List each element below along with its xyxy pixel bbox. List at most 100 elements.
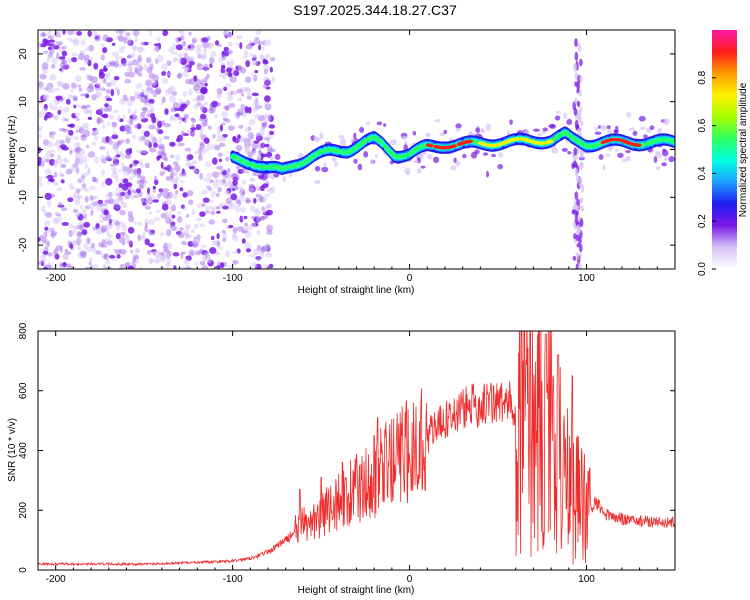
- halo-speckle: [413, 159, 419, 164]
- halo-speckle: [663, 118, 670, 126]
- noise-speckle: [65, 98, 71, 105]
- noise-speckle: [203, 137, 210, 144]
- noise-speckle: [177, 211, 181, 216]
- noise-speckle: [244, 106, 249, 114]
- noise-speckle: [267, 140, 270, 144]
- noise-speckle: [133, 168, 139, 176]
- noise-speckle: [135, 188, 142, 194]
- noise-speckle: [60, 207, 68, 212]
- noise-speckle: [139, 115, 146, 120]
- noise-speckle: [147, 197, 154, 205]
- noise-speckle: [63, 106, 70, 113]
- noise-speckle: [126, 32, 131, 37]
- noise-speckle: [108, 218, 114, 223]
- noise-speckle: [143, 130, 150, 137]
- noise-speckle: [199, 211, 206, 218]
- noise-speckle: [86, 85, 95, 93]
- noise-speckle: [39, 73, 47, 80]
- noise-speckle: [261, 55, 269, 59]
- noise-speckle: [41, 62, 49, 70]
- noise-speckle: [245, 199, 252, 204]
- ridge-peak-mark: [636, 143, 642, 147]
- noise-speckle: [54, 211, 59, 215]
- noise-speckle: [215, 251, 221, 256]
- noise-speckle: [184, 258, 190, 266]
- noise-speckle: [105, 178, 113, 186]
- noise-speckle: [209, 103, 213, 110]
- noise-speckle: [58, 128, 66, 132]
- noise-speckle: [59, 262, 64, 268]
- noise-speckle: [166, 60, 172, 66]
- noise-speckle: [243, 215, 248, 220]
- noise-speckle: [222, 218, 228, 224]
- ridge-peak-mark: [548, 139, 554, 144]
- noise-speckle: [196, 235, 203, 240]
- spectrogram-x-tick-label-3: 100: [578, 273, 595, 284]
- noise-speckle: [89, 57, 94, 61]
- noise-speckle: [134, 248, 141, 254]
- snr-x-tick-label-3: 100: [578, 574, 595, 585]
- noise-speckle: [209, 247, 217, 254]
- noise-speckle: [225, 156, 230, 162]
- noise-speckle: [145, 79, 153, 87]
- noise-speckle: [57, 155, 62, 160]
- noise-speckle: [223, 86, 228, 91]
- noise-speckle: [62, 63, 70, 70]
- ridge-peak-mark: [515, 137, 520, 141]
- noise-speckle: [216, 88, 223, 95]
- noise-speckle: [38, 84, 45, 91]
- noise-speckle: [173, 183, 178, 190]
- noise-speckle: [237, 97, 242, 102]
- noise-speckle: [130, 249, 134, 254]
- noise-speckle: [163, 135, 170, 140]
- noise-speckle: [206, 172, 212, 178]
- spectrogram-y-tick-label-2: 0: [18, 146, 29, 152]
- noise-speckle: [45, 212, 53, 218]
- noise-speckle: [137, 47, 145, 52]
- snr-y-label: SNR (10 * v/v): [7, 418, 18, 482]
- noise-speckle: [61, 45, 67, 50]
- noise-speckle: [169, 95, 177, 103]
- halo-speckle: [625, 155, 632, 161]
- noise-speckle: [194, 169, 198, 175]
- noise-speckle: [225, 250, 230, 258]
- noise-speckle: [135, 83, 143, 89]
- noise-speckle: [236, 226, 244, 232]
- noise-speckle: [262, 122, 268, 128]
- noise-speckle: [175, 44, 183, 51]
- halo-speckle: [567, 151, 572, 155]
- noise-speckle: [76, 31, 82, 36]
- noise-speckle: [264, 193, 271, 197]
- spike-speckle: [574, 191, 579, 200]
- noise-speckle: [223, 46, 229, 51]
- noise-speckle: [183, 113, 189, 119]
- noise-speckle: [41, 108, 48, 112]
- colorbar-tick-label-1: 0.2: [697, 214, 708, 228]
- spectrogram-x-tick-label-0: -200: [46, 273, 66, 284]
- noise-speckle: [174, 154, 181, 161]
- noise-speckle: [86, 237, 91, 245]
- halo-speckle: [383, 123, 387, 127]
- noise-speckle: [89, 185, 96, 191]
- noise-speckle: [227, 41, 233, 47]
- noise-speckle: [124, 233, 129, 239]
- halo-speckle: [274, 153, 281, 160]
- noise-speckle: [235, 165, 241, 169]
- noise-speckle: [47, 35, 54, 40]
- noise-speckle: [211, 240, 216, 246]
- noise-speckle: [177, 216, 183, 223]
- noise-speckle: [266, 39, 272, 47]
- halo-speckle: [310, 135, 316, 141]
- noise-speckle: [179, 227, 184, 231]
- noise-speckle: [209, 43, 214, 48]
- noise-speckle: [193, 75, 198, 82]
- noise-speckle: [218, 57, 224, 64]
- noise-speckle: [253, 140, 260, 144]
- noise-speckle: [264, 78, 271, 85]
- noise-speckle: [119, 30, 127, 35]
- noise-speckle: [141, 149, 148, 154]
- noise-speckle: [163, 123, 171, 128]
- noise-speckle: [81, 208, 88, 213]
- noise-speckle: [53, 142, 60, 147]
